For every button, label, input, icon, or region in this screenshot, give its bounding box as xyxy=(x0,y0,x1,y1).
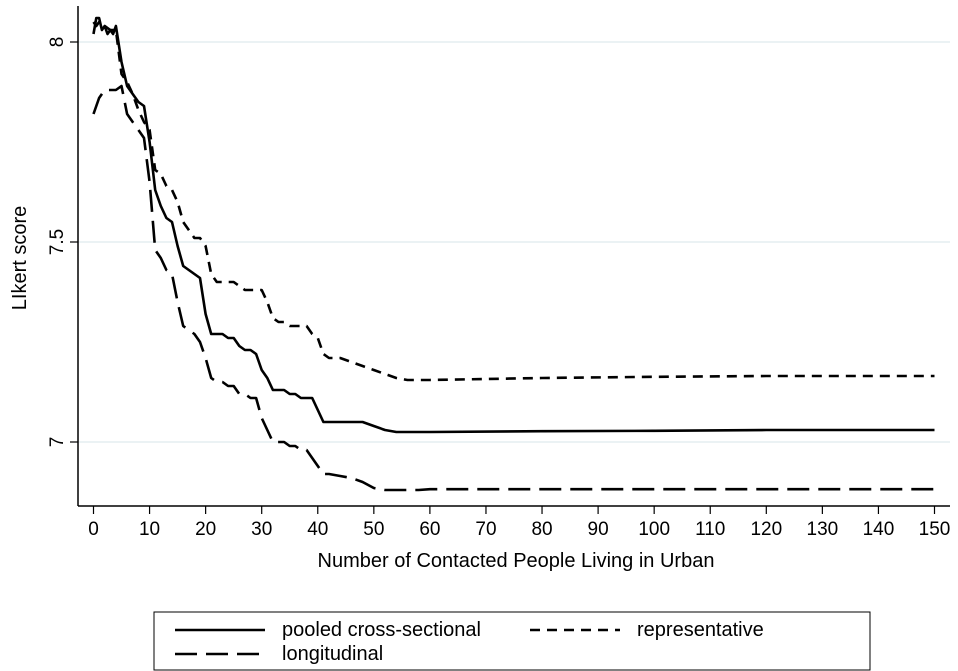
legend-label-1: representative xyxy=(637,619,764,641)
y-axis-ticks: 77.58 xyxy=(47,37,78,448)
legend-label-0: pooled cross-sectional xyxy=(282,619,481,641)
x-tick-label: 110 xyxy=(695,519,725,540)
series-line-1 xyxy=(92,20,935,382)
gridlines xyxy=(78,41,950,443)
x-tick-label: 120 xyxy=(750,519,782,540)
x-tick-label: 60 xyxy=(419,519,440,540)
axes xyxy=(77,6,950,507)
x-tick-label: 30 xyxy=(251,519,272,540)
x-axis-ticks: 0 10 20 30 40 50 60 70 80 90 100 110 120 130 140 150 xyxy=(88,506,950,540)
y-tick-label: 7.5 xyxy=(47,229,68,255)
series-line-0 xyxy=(92,16,935,434)
y-tick-label: 7 xyxy=(47,437,68,448)
x-tick-label: 0 xyxy=(88,519,99,540)
x-tick-label: 70 xyxy=(475,519,496,540)
legend-label-2: longitudinal xyxy=(282,643,383,665)
x-tick-label: 130 xyxy=(807,519,839,540)
legend-box xyxy=(153,611,871,671)
x-tick-label: 50 xyxy=(363,519,384,540)
x-tick-label: 140 xyxy=(863,519,895,540)
y-tick-label: 8 xyxy=(47,37,68,48)
x-tick-label: 100 xyxy=(638,519,670,540)
y-axis-title: LIkert score xyxy=(9,206,31,310)
x-tick-label: 20 xyxy=(195,519,216,540)
x-tick-label: 80 xyxy=(531,519,552,540)
x-tick-label: 90 xyxy=(588,519,609,540)
x-tick-label: 40 xyxy=(307,519,328,540)
x-axis-title: Number of Contacted People Living in Urb… xyxy=(318,550,715,572)
legend: pooled cross-sectional representative long… xyxy=(153,611,871,671)
series-lines xyxy=(92,16,935,492)
x-tick-label: 150 xyxy=(919,519,951,540)
x-tick-label: 10 xyxy=(139,519,160,540)
